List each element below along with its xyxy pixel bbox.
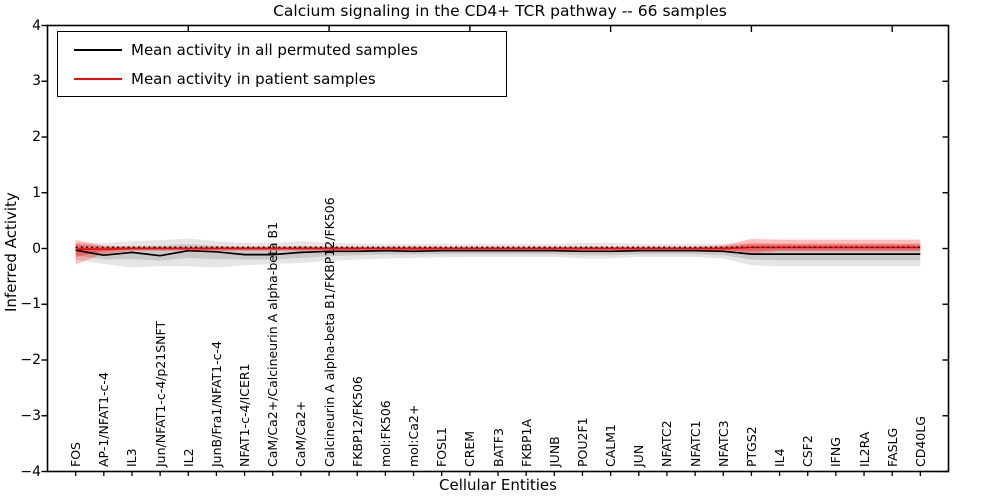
black-line-sample [74, 48, 122, 51]
y-tick-label: −1 [20, 296, 41, 313]
permuted-mean-line [75, 249, 921, 257]
y-tick-label: 1 [32, 184, 41, 201]
y-tick-label: 2 [32, 129, 41, 145]
y-tick-label: 3 [32, 73, 41, 90]
patient-inner-band [75, 243, 921, 257]
legend: Mean activity in all permuted samples Me… [57, 31, 507, 97]
patient-mean-line [75, 246, 921, 250]
legend-label-patient: Mean activity in patient samples [131, 69, 376, 88]
x-axis-label: Cellular Entities [439, 476, 557, 494]
y-axis-label: Inferred Activity [2, 192, 20, 312]
y-tick-label: −3 [20, 407, 41, 424]
red-line-sample [74, 77, 122, 80]
y-tick-label: 4 [32, 17, 41, 34]
permuted-outer-band [75, 238, 921, 268]
y-tick-label: −4 [20, 463, 41, 480]
patient-outer-band [75, 239, 921, 265]
y-tick-label: 0 [32, 240, 41, 257]
legend-item-permuted-samples: Mean activity in all permuted samples [58, 36, 506, 64]
legend-item-patient-samples: Mean activity in patient samples [58, 65, 506, 93]
chart-title: Calcium signaling in the CD4+ TCR pathwa… [273, 2, 727, 20]
y-tick-label: −2 [20, 352, 41, 368]
legend-label-permuted: Mean activity in all permuted samples [131, 40, 418, 59]
